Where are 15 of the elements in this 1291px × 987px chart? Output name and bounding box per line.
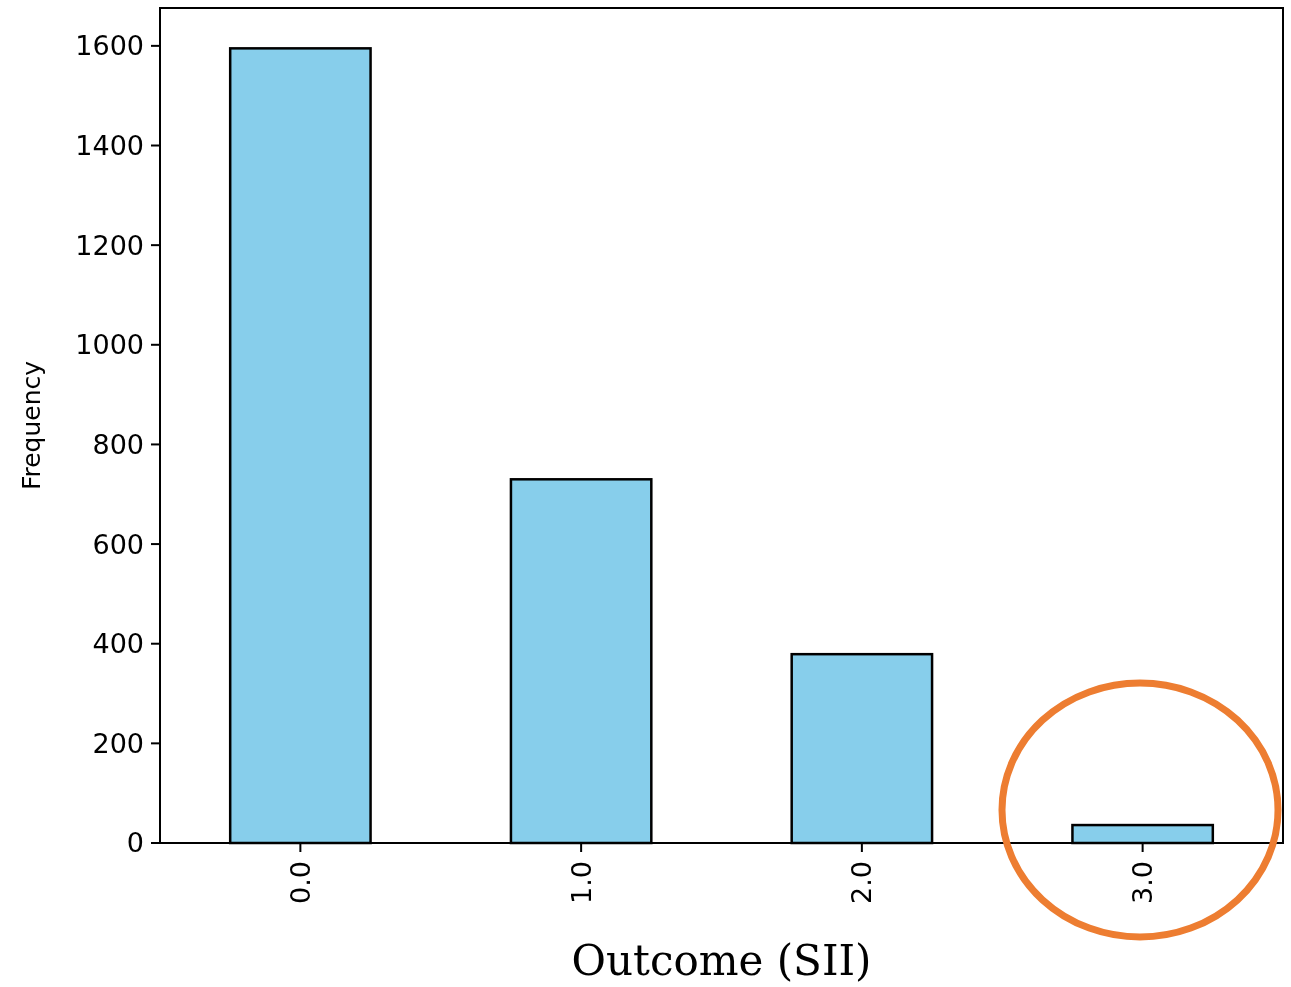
y-tick-label: 1400 [75, 129, 144, 161]
y-tick-label: 1000 [75, 329, 144, 361]
y-tick-label: 400 [92, 628, 144, 660]
x-tick-label: 0.0 [284, 861, 316, 904]
x-tick-label: 1.0 [565, 861, 597, 904]
y-tick-label: 1200 [75, 229, 144, 261]
y-tick-label: 800 [92, 428, 144, 460]
y-axis-title: Frequency [17, 360, 46, 491]
y-tick-label: 0 [126, 827, 144, 859]
x-axis-title: Outcome (SII) [571, 936, 872, 985]
x-tick-label: 3.0 [1127, 861, 1159, 904]
x-tick-label: 2.0 [846, 861, 878, 904]
y-tick-label: 1600 [75, 30, 144, 62]
y-tick-label: 200 [92, 727, 144, 759]
y-tick-label: 600 [92, 528, 144, 560]
